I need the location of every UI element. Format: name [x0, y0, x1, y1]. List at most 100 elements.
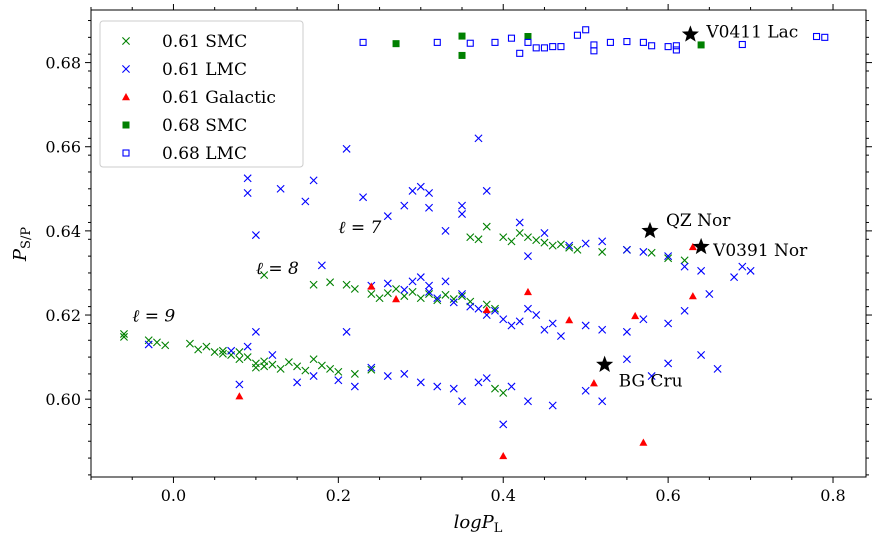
point-0-61-lmc — [342, 144, 351, 153]
point-0-61-smc — [202, 342, 211, 351]
point-0-68-lmc — [738, 40, 746, 49]
point-0-61-smc — [144, 336, 153, 345]
point-0-61-lmc — [268, 351, 277, 359]
point-0-61-smc — [326, 364, 335, 373]
legend-label-0-61-galactic: 0.61 Galactic — [162, 88, 276, 108]
legend-marker-0-61-lmc — [122, 65, 130, 73]
point-0-68-lmc — [549, 43, 557, 51]
point-0-68-lmc — [648, 42, 656, 50]
point-0-61-lmc — [664, 319, 673, 328]
point-0-61-lmc — [697, 351, 706, 359]
point-0-61-lmc — [523, 397, 532, 406]
point-0-61-smc — [260, 357, 269, 366]
point-0-61-lmc — [251, 327, 260, 336]
point-0-61-lmc — [713, 364, 722, 373]
legend-label-0-68-lmc: 0.68 LMC — [162, 144, 247, 164]
point-0-61-smc — [161, 341, 170, 350]
point-0-61-smc — [218, 349, 227, 358]
point-0-61-smc — [326, 278, 335, 287]
point-0-61-smc — [532, 236, 541, 245]
point-0-68-lmc — [516, 49, 524, 57]
point-0-61-smc — [235, 348, 244, 357]
point-0-61-lmc — [664, 252, 673, 261]
point-0-61-smc — [251, 359, 260, 368]
point-0-61-lmc — [309, 372, 318, 381]
star-label-v0391-nor: V0391 Nor — [712, 241, 808, 261]
point-0-61-lmc — [515, 317, 524, 326]
point-0-61-lmc — [598, 397, 607, 406]
point-0-61-galactic — [235, 392, 244, 400]
point-0-68-lmc — [507, 34, 516, 42]
point-0-61-lmc — [276, 184, 285, 193]
point-0-61-lmc — [540, 228, 549, 237]
point-0-68-lmc — [606, 38, 614, 46]
point-0-61-smc — [268, 360, 277, 369]
x-tick-label: 0.2 — [326, 486, 351, 505]
point-0-61-smc — [301, 366, 310, 375]
point-0-61-lmc — [400, 285, 409, 294]
point-0-61-lmc — [639, 247, 648, 256]
point-0-61-smc — [482, 222, 491, 231]
point-0-61-lmc — [425, 189, 434, 198]
point-0-61-lmc — [565, 241, 574, 250]
point-0-68-lmc — [573, 31, 581, 39]
point-0-61-lmc — [433, 382, 442, 391]
star-label-v0411-lac: V0411 Lac — [705, 22, 798, 42]
legend: 0.61 SMC 0.61 LMC 0.61 Galactic 0.68 SMC 0.6… — [99, 20, 304, 168]
point-0-61-smc — [680, 256, 689, 265]
point-0-61-lmc — [293, 378, 302, 387]
point-0-61-smc — [185, 339, 194, 348]
point-0-61-lmc — [680, 306, 689, 315]
point-0-61-lmc — [433, 294, 442, 303]
point-0-61-lmc — [243, 189, 252, 198]
point-0-61-lmc — [738, 262, 747, 271]
point-0-61-smc — [342, 280, 351, 289]
point-0-61-smc — [367, 365, 376, 374]
legend-label-0-68-smc: 0.68 SMC — [162, 116, 247, 136]
point-0-61-lmc — [491, 306, 499, 315]
ell-label: ℓ = 8 — [256, 259, 299, 279]
point-0-61-galactic — [565, 316, 574, 324]
point-0-61-lmc — [482, 186, 491, 195]
point-0-61-lmc — [730, 273, 739, 282]
legend-frame — [99, 20, 304, 168]
point-0-68-lmc — [812, 32, 821, 41]
point-0-61-smc — [293, 362, 302, 371]
point-0-61-smc — [598, 247, 607, 256]
legend-label-0-61-smc: 0.61 SMC — [162, 32, 247, 52]
point-0-61-smc — [309, 280, 318, 289]
point-0-61-lmc — [416, 273, 425, 282]
y-tick-label: 0.68 — [45, 54, 81, 73]
point-0-61-smc — [647, 248, 656, 257]
point-0-61-lmc — [548, 401, 557, 410]
point-0-61-smc — [540, 238, 549, 247]
point-0-61-lmc — [458, 289, 466, 298]
point-0-61-smc — [556, 240, 565, 249]
point-0-61-lmc — [449, 298, 458, 307]
point-0-61-lmc — [235, 380, 244, 389]
point-0-61-smc — [367, 289, 376, 298]
star-label-bg-cru: BG Cru — [619, 372, 683, 392]
point-0-61-lmc — [383, 212, 392, 221]
point-0-68-lmc — [359, 38, 367, 46]
point-0-68-lmc — [557, 43, 565, 51]
named-stars: V0411 Lac QZ Nor V0391 Nor BG Cru — [596, 22, 808, 392]
point-0-61-smc — [119, 329, 128, 338]
point-0-61-lmc — [507, 382, 516, 391]
point-0-61-lmc — [400, 201, 409, 210]
point-0-61-smc — [664, 254, 673, 263]
point-0-61-lmc — [334, 376, 343, 385]
star-qz-nor — [641, 221, 659, 239]
point-0-61-lmc — [598, 237, 607, 246]
point-0-61-lmc — [400, 369, 409, 378]
point-0-61-lmc — [359, 193, 368, 202]
point-0-61-lmc — [581, 321, 590, 330]
point-0-61-lmc — [309, 176, 318, 185]
point-0-61-galactic — [631, 311, 640, 320]
point-0-68-lmc — [433, 38, 441, 46]
point-0-61-lmc — [474, 378, 483, 387]
point-0-61-smc — [276, 364, 285, 373]
point-0-61-galactic — [482, 305, 491, 314]
point-0-61-lmc — [474, 304, 483, 313]
point-0-61-lmc — [449, 384, 458, 393]
